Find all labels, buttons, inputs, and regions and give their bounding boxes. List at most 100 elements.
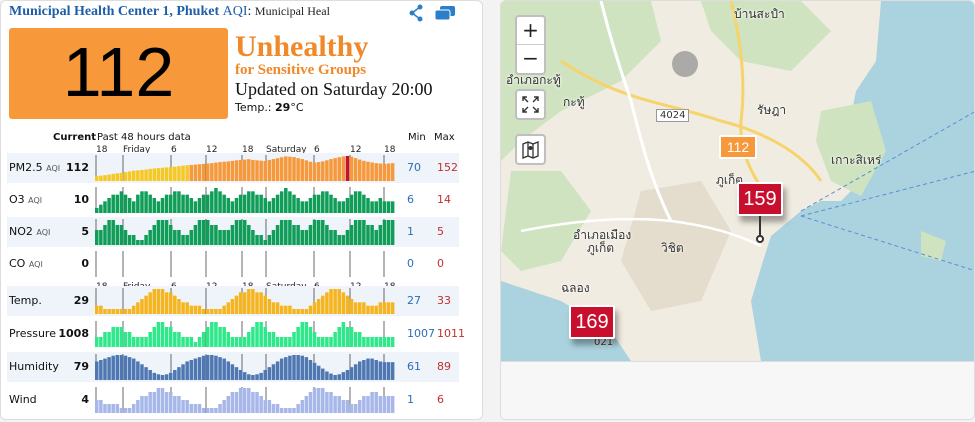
- row-name: CO AQI: [9, 257, 43, 270]
- sparkline-bar: [345, 370, 350, 380]
- sparkline-bar: [374, 201, 378, 213]
- station-name[interactable]: Municipal Health Center 1, Phuket: [9, 4, 220, 19]
- sparkline-bar: [111, 220, 115, 245]
- sparkline-bar: [181, 302, 185, 314]
- row-name: PM2.5 AQI: [9, 161, 61, 174]
- time-axis-label: 12: [350, 145, 362, 155]
- sparkline-bar: [115, 404, 120, 413]
- fullscreen-button[interactable]: [515, 89, 546, 120]
- sparkline-bar: [168, 167, 173, 181]
- sparkline-bar: [119, 172, 124, 181]
- sparkline-bar: [218, 309, 222, 314]
- pollutant-row[interactable]: CO AQI 0 0 0: [7, 249, 459, 279]
- sparkline-bar: [325, 371, 329, 380]
- temperature-summary: Temp.: 29°C: [235, 101, 304, 114]
- sparkline-bar: [321, 295, 325, 314]
- sparkline-bar: [329, 289, 333, 314]
- sparkline-bar: [103, 309, 107, 314]
- sparkline-bar: [251, 230, 255, 245]
- map-canvas[interactable]: [501, 1, 975, 361]
- sparkline-bar: [123, 309, 128, 314]
- sparkline-bar: [292, 355, 296, 380]
- sparkline-bar: [370, 305, 374, 314]
- sparkline-bar: [321, 220, 325, 245]
- sparkline-bar: [337, 289, 341, 314]
- pollutant-row[interactable]: Humidity 79 61 89: [7, 352, 459, 382]
- sparkline-bar: [185, 165, 189, 181]
- sparkline-bar: [95, 361, 99, 380]
- sparkline-bar: [99, 175, 103, 181]
- sparkline-bar: [358, 220, 362, 245]
- map-footer: [501, 361, 974, 419]
- sparkline-bar: [197, 357, 202, 380]
- sparkline-bar: [218, 191, 222, 213]
- sparkline-bar: [378, 302, 383, 314]
- row-sparkline: [95, 321, 395, 347]
- station-marker-159[interactable]: 159: [737, 182, 783, 216]
- sparkline-bar: [214, 355, 218, 380]
- pollutant-row[interactable]: Wind 4 1 6: [7, 385, 459, 415]
- sparkline-bar: [267, 332, 272, 347]
- station-marker-169[interactable]: 169: [569, 305, 615, 339]
- sparkline-bar: [95, 176, 99, 181]
- temp-label: Temp.:: [235, 101, 272, 114]
- sparkline-bar: [312, 220, 317, 245]
- time-axis-label: 6: [314, 145, 320, 155]
- sparkline-bar: [123, 408, 128, 413]
- pollutant-row[interactable]: NO2 AQI 5 1 5: [7, 217, 459, 247]
- sparkline-bar: [242, 220, 247, 245]
- sparkline-bar: [226, 302, 231, 314]
- current-header: Current: [53, 132, 97, 143]
- sparkline-bar: [107, 220, 111, 245]
- station-title[interactable]: Municipal Health Center 1, Phuket AQI: M…: [9, 4, 330, 20]
- sparkline-bar: [218, 162, 222, 181]
- zoom-out-button[interactable]: −: [522, 46, 539, 70]
- sparkline-bar: [156, 388, 161, 413]
- sparkline-bar: [247, 225, 251, 245]
- station-marker-112[interactable]: 112: [719, 135, 757, 159]
- sparkline-bar: [210, 163, 214, 181]
- zoom-in-button[interactable]: +: [517, 17, 544, 45]
- sparkline-bar: [214, 408, 218, 413]
- row-name: Humidity: [9, 360, 59, 373]
- sparkline-bar: [300, 322, 304, 347]
- row-min-value: 27: [407, 294, 421, 307]
- sparkline-bar: [205, 327, 210, 347]
- pollutant-row[interactable]: Pressure 1008 1007 1011: [7, 319, 465, 349]
- sparkline-bar: [140, 240, 144, 245]
- windows-icon[interactable]: [434, 5, 456, 21]
- pollutant-row[interactable]: O3 AQI 10 6 14: [7, 185, 459, 215]
- sparkline-bar: [131, 201, 136, 213]
- sparkline-bar: [173, 230, 177, 245]
- sparkline-bar: [279, 157, 284, 181]
- sparkline-bar: [312, 194, 317, 213]
- pollutant-row[interactable]: Temp. 29 27 33: [7, 286, 459, 316]
- sparkline-bar: [226, 198, 231, 213]
- sparkline-bar: [304, 160, 309, 181]
- sparkline-bar: [349, 327, 354, 347]
- map-panel[interactable]: บ้านสะปำ อำเภอกะทู้ กะทู้ 4024 รัษฎา เกา…: [500, 0, 975, 420]
- sparkline-bar: [193, 305, 198, 314]
- sparkline-bar: [308, 198, 313, 213]
- map-layers-button[interactable]: [515, 134, 546, 165]
- aqi-status-sub: for Sensitive Groups: [235, 62, 367, 78]
- sparkline-bar: [304, 396, 309, 413]
- sparkline-bar: [238, 159, 243, 181]
- sparkline-bar: [325, 392, 329, 413]
- map-label-mueang-phuket: ภูเก็ต: [587, 241, 615, 255]
- map-label-wichit: วิชิต: [661, 241, 684, 255]
- time-axis-label: 12: [206, 145, 218, 155]
- sparkline-bar: [107, 357, 111, 380]
- sparkline-bar: [238, 194, 243, 213]
- pollutant-row[interactable]: PM2.5 AQI 112 70 152: [7, 153, 459, 183]
- aqi-panel: Municipal Health Center 1, Phuket AQI: M…: [0, 0, 483, 420]
- sparkline-bar: [284, 337, 288, 347]
- share-icon[interactable]: [408, 4, 424, 22]
- marker-stem: [759, 216, 761, 238]
- sparkline-bar: [271, 364, 276, 380]
- row-sparkline: [95, 187, 395, 213]
- sparkline-bar: [325, 160, 329, 181]
- sparkline-bar: [222, 161, 226, 181]
- sparkline-bar: [296, 404, 300, 413]
- sparkline-bar: [275, 361, 280, 380]
